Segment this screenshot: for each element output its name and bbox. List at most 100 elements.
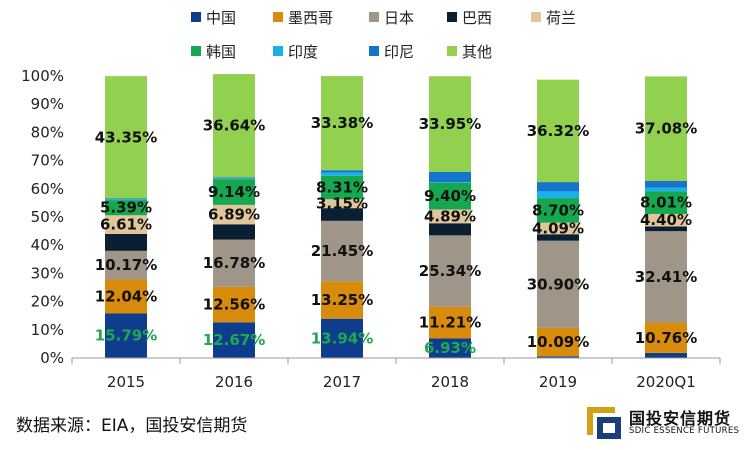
legend-label-6: 印度: [288, 43, 318, 61]
data-label: 25.34%: [419, 262, 481, 280]
legend-swatch-0: [191, 12, 201, 22]
legend-swatch-5: [191, 46, 201, 56]
legend-swatch-3: [447, 12, 457, 22]
data-label: 33.38%: [311, 114, 373, 132]
bar-segment: [429, 76, 471, 172]
bar-segment: [321, 208, 363, 221]
data-label: 16.78%: [203, 254, 265, 272]
source-note: 数据来源：EIA，国投安信期货: [16, 416, 248, 436]
bar-segment: [645, 191, 687, 214]
bar-segment: [645, 352, 687, 358]
bar-segment: [321, 172, 363, 176]
brand-logo: 国投安信期货 SDIC ESSENCE FUTURES: [585, 405, 745, 441]
bar-segment: [645, 322, 687, 353]
bar-segment: [105, 250, 147, 280]
legend-swatch-8: [447, 46, 457, 56]
data-label: 32.41%: [635, 268, 697, 286]
bar-segment: [645, 213, 687, 227]
data-label: 12.04%: [95, 287, 157, 305]
bar-segment: [429, 223, 471, 236]
bar-segment: [105, 199, 147, 201]
bar-segment: [429, 235, 471, 307]
bar-segment: [645, 76, 687, 181]
legend-label-8: 其他: [462, 43, 492, 61]
data-label: 10.17%: [95, 256, 157, 274]
legend-label-5: 韩国: [206, 43, 236, 61]
y-tick-label: 50%: [31, 208, 64, 226]
data-label: 6.89%: [208, 206, 260, 224]
legend-label-4: 荷兰: [546, 9, 576, 27]
bar-segment: [321, 170, 363, 173]
bar-segment: [105, 233, 147, 251]
data-label: 10.76%: [635, 329, 697, 347]
x-tick-label: 2018: [431, 373, 469, 391]
y-tick-label: 30%: [31, 264, 64, 282]
legend-label-7: 印尼: [384, 43, 414, 61]
data-label: 10.09%: [527, 333, 589, 351]
bar-segment: [321, 199, 363, 209]
bar-segment: [537, 182, 579, 192]
bar-segment: [429, 209, 471, 224]
legend-label-3: 巴西: [462, 9, 492, 27]
x-tick-label: 2017: [323, 373, 361, 391]
bar-segment: [321, 318, 363, 358]
bar-segment: [105, 76, 147, 199]
bar-segment: [213, 177, 255, 179]
brand-name-en: SDIC ESSENCE FUTURES: [629, 426, 740, 436]
bar-segment: [321, 76, 363, 171]
bar-segment: [645, 226, 687, 232]
bar-segment: [429, 182, 471, 210]
bar-segment: [537, 327, 579, 357]
bar-segment: [213, 286, 255, 323]
y-tick-label: 10%: [31, 321, 64, 339]
bar-segment: [105, 215, 147, 234]
bar-segment: [321, 175, 363, 200]
y-tick-label: 80%: [31, 123, 64, 141]
legend-swatch-6: [273, 46, 283, 56]
legend-swatch-4: [531, 12, 541, 22]
data-label: 4.40%: [640, 211, 692, 229]
bar-segment: [537, 222, 579, 235]
data-label: 4.09%: [532, 219, 584, 237]
bar-segment: [213, 224, 255, 240]
data-label: 8.70%: [532, 201, 584, 219]
bar-segment: [429, 171, 471, 183]
data-label: 43.35%: [95, 128, 157, 146]
bar-segment: [537, 356, 579, 358]
y-tick-label: 70%: [31, 152, 64, 170]
legend-swatch-7: [369, 46, 379, 56]
legend-label-1: 墨西哥: [288, 9, 333, 27]
x-tick-label: 2020Q1: [636, 373, 696, 391]
data-label: 4.89%: [424, 207, 476, 225]
data-label: 36.32%: [527, 122, 589, 140]
brand-name-cn: 国投安信期货: [629, 409, 732, 428]
bar-segment: [105, 279, 147, 314]
y-axis: 0% 10% 20% 30% 40% 50% 60% 70% 80% 90% 100%: [21, 67, 64, 367]
data-label: 13.94%: [311, 329, 373, 347]
x-tick-label: 2015: [107, 373, 145, 391]
legend-swatch-2: [369, 12, 379, 22]
bar-segment: [537, 234, 579, 241]
data-label: 37.08%: [635, 120, 697, 138]
bar-segment: [429, 306, 471, 339]
data-label: 11.21%: [419, 314, 481, 332]
bar-segment: [537, 240, 579, 328]
x-axis: 2015 2016 2017 2018 2019 2020Q1: [71, 357, 721, 391]
data-label: 5.39%: [100, 199, 152, 217]
bar-segment: [645, 231, 687, 323]
data-label: 33.95%: [419, 115, 481, 133]
bar-segment: [213, 179, 255, 205]
brand-mark-icon: [587, 407, 621, 439]
legend-swatch-1: [273, 12, 283, 22]
y-tick-label: 100%: [21, 67, 64, 85]
bar-segment: [321, 281, 363, 319]
data-label: 3.15%: [316, 195, 368, 213]
data-label: 6.93%: [424, 339, 476, 357]
data-label: 13.25%: [311, 291, 373, 309]
data-label: 8.01%: [640, 194, 692, 212]
bar-segment: [213, 322, 255, 358]
bar-segment: [105, 313, 147, 358]
data-label: 12.67%: [203, 331, 265, 349]
y-tick-label: 90%: [31, 95, 64, 113]
